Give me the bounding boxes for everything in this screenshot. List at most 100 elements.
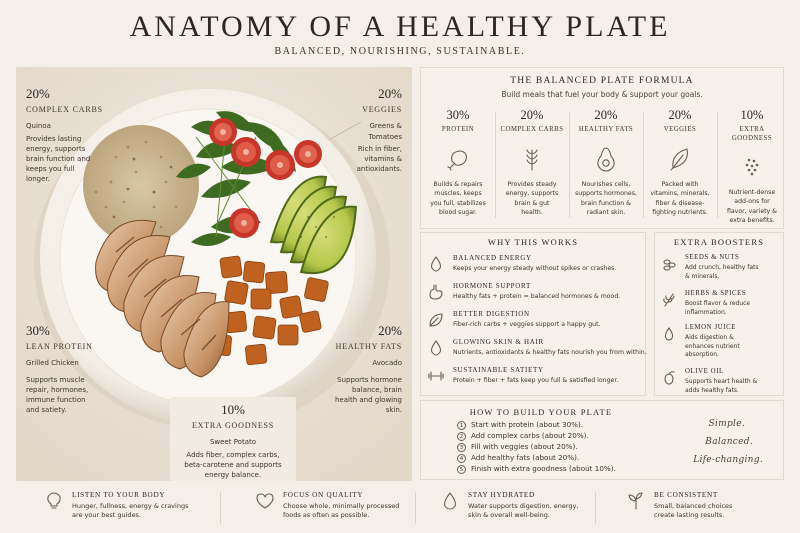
formula-divider	[569, 112, 570, 218]
build-title: HOW TO BUILD YOUR PLATE	[469, 407, 613, 417]
callout-healthy-fats: 20% HEALTHY FATS Avocado Supports hormon…	[322, 322, 402, 415]
callout-veggies-item: Greens &	[369, 122, 402, 131]
why-item-desc: Fiber-rich carbs + veggies support a hap…	[453, 321, 601, 328]
formula-fats-desc-3: brain function &	[581, 199, 631, 207]
tip-desc: Small, balanced choices create lasting r…	[654, 502, 800, 521]
formula-goodness-pct: 10%	[740, 108, 764, 122]
booster-title: LEMON JUICE	[685, 324, 736, 331]
booster-herbs-spices: HERBS & SPICES Boost flavor & reduce inf…	[661, 289, 783, 329]
callout-protein-name: LEAN PROTEIN	[26, 341, 93, 351]
plate-hero: 20% COMPLEX CARBS Quinoa Provides lastin…	[16, 67, 412, 481]
formula-carbs-desc-2: energy, supports	[505, 190, 559, 198]
formula-goodness-name-2: GOODNESS	[731, 134, 773, 142]
formula-goodness-name: EXTRA GOODNESS	[717, 126, 787, 144]
step-text: Add complex carbs (about 20%).	[471, 431, 589, 440]
callout-veggies-name: VEGGIES	[362, 104, 402, 114]
callout-veggies-desc-2: vitamins &	[364, 154, 402, 163]
booster-desc: Boost flavor & reduce inflammation.	[685, 300, 785, 317]
step-number: 5	[457, 465, 466, 474]
formula-goodness-desc-4: extra benefits.	[729, 216, 775, 224]
callout-fats-desc-1: Supports hormone	[337, 375, 402, 384]
step-text: Fill with veggies (about 20%).	[471, 442, 578, 451]
formula-carbs-pct: 20%	[520, 108, 544, 122]
callout-goodness-item: Sweet Potato	[209, 438, 257, 447]
callout-complex-carbs: 20% COMPLEX CARBS Quinoa Provides lastin…	[26, 85, 116, 184]
tip-desc-line: Choose whole, minimally processed	[283, 502, 400, 510]
formula-goodness-desc-1: Nutrient-dense	[728, 189, 776, 196]
formula-fats-desc: Nourishes cells, supports hormones, brai…	[571, 180, 641, 217]
balanced-plate-formula: THE BALANCED PLATE FORMULA Build meals t…	[420, 67, 784, 229]
callout-veggies-desc-3: antioxidants.	[356, 165, 402, 173]
tip-stay-hydrated: STAY HYDRATED Water supports digestion, …	[440, 489, 600, 527]
booster-desc-line: adds healthy fats.	[685, 386, 739, 394]
step-number: 1	[457, 421, 466, 430]
tip-desc: Hunger, fullness, energy & cravings are …	[72, 502, 222, 521]
callout-fats-desc-4: skin.	[385, 406, 402, 414]
tip-title: STAY HYDRATED	[468, 491, 535, 499]
herb-icon	[663, 293, 675, 307]
lemon-drop-icon	[664, 327, 674, 341]
seeds-icon	[663, 259, 676, 271]
callout-protein-pct: 30%	[26, 323, 50, 338]
tip-title: LISTEN TO YOUR BODY	[72, 491, 166, 499]
callout-veggies-pct: 20%	[378, 86, 402, 101]
tip-divider	[415, 492, 416, 524]
tip-title: BE CONSISTENT	[654, 491, 719, 499]
formula-protein-desc-1: Builds & repairs	[433, 181, 483, 188]
tip-desc-line: Small, balanced choices	[654, 502, 733, 510]
booster-desc: Supports heart health & adds healthy fat…	[685, 378, 785, 395]
callout-fats-name: HEALTHY FATS	[335, 341, 402, 351]
callout-fats-item: Avocado	[372, 359, 402, 368]
build-step: 1 Start with protein (about 30%).	[457, 420, 583, 431]
heart-icon	[256, 493, 274, 509]
callout-carbs-desc-4: keeps you full	[26, 165, 75, 173]
booster-desc-line: Aids digestion &	[685, 334, 734, 341]
booster-desc-line: inflammation.	[685, 308, 727, 316]
formula-carbs-desc-4: health.	[521, 208, 543, 216]
formula-protein-desc-3: you full, stabilizes	[430, 199, 486, 207]
step-number: 4	[457, 454, 466, 463]
callout-carbs-desc-5: longer.	[26, 175, 50, 184]
booster-desc-line: & minerals.	[685, 272, 720, 280]
build-step: 2 Add complex carbs (about 20%).	[457, 431, 589, 442]
step-number: 3	[457, 443, 466, 452]
script-simple: Simple.	[708, 419, 745, 429]
tip-focus-on-quality: FOCUS ON QUALITY Choose whole, minimally…	[255, 489, 425, 527]
callout-carbs-desc-3: brain function and	[26, 154, 91, 163]
formula-veggies-pct: 20%	[668, 108, 692, 122]
why-item-title: HORMONE SUPPORT	[453, 282, 531, 290]
formula-divider	[643, 112, 644, 218]
build-step: 5 Finish with extra goodness (about 10%).	[457, 464, 616, 475]
formula-veggies-desc-3: fiber & disease-	[655, 199, 705, 207]
callout-goodness-desc-2: beta-carotene and supports	[184, 460, 282, 469]
formula-col-complex-carbs: 20% COMPLEX CARBS Provides steady energy…	[497, 108, 567, 226]
water-drop-icon	[444, 492, 456, 510]
booster-desc-line: absorption.	[685, 351, 719, 359]
booster-desc-line: Supports heart health &	[685, 378, 758, 385]
why-item-better-digestion: BETTER DIGESTION Fiber-rich carbs + vegg…	[427, 309, 643, 335]
formula-protein-desc: Builds & repairs muscles, keeps you full…	[423, 180, 493, 217]
why-item-hormone-support: HORMONE SUPPORT Healthy fats + protein =…	[427, 281, 643, 307]
script-balanced: Balanced.	[705, 437, 753, 447]
sprout-icon	[628, 492, 643, 510]
booster-desc-line: Add crunch, healthy fats	[685, 264, 759, 271]
booster-title: OLIVE OIL	[685, 368, 724, 375]
plate-illustration	[16, 67, 412, 481]
formula-subtitle: Build meals that fuel your body & suppor…	[501, 90, 703, 99]
callout-goodness-pct: 10%	[221, 402, 245, 417]
formula-protein-name: PROTEIN	[441, 126, 475, 133]
leaf-icon	[429, 313, 443, 327]
booster-lemon-juice: LEMON JUICE Aids digestion & enhances nu…	[661, 323, 783, 363]
page-title: ANATOMY OF A HEALTHY PLATE	[129, 10, 671, 43]
booster-desc: Add crunch, healthy fats & minerals.	[685, 264, 785, 281]
stomach-icon	[429, 284, 443, 300]
callout-protein-item: Grilled Chicken	[26, 359, 79, 368]
why-item-balanced-energy: BALANCED ENERGY Keeps your energy steady…	[427, 253, 643, 279]
callout-goodness-desc-1: Adds fiber, complex carbs,	[186, 450, 280, 459]
formula-veggies-desc-1: Packed with	[661, 181, 699, 188]
formula-carbs-name: COMPLEX CARBS	[500, 126, 564, 133]
callout-extra-goodness: 10% EXTRA GOODNESS Sweet Potato Adds fib…	[170, 397, 296, 481]
callout-carbs-name: COMPLEX CARBS	[26, 104, 103, 114]
formula-col-extra-goodness: 10% EXTRA GOODNESS Nutrient-dense add-on…	[717, 108, 787, 226]
callout-fats-desc-2: balance, brain	[351, 385, 402, 394]
